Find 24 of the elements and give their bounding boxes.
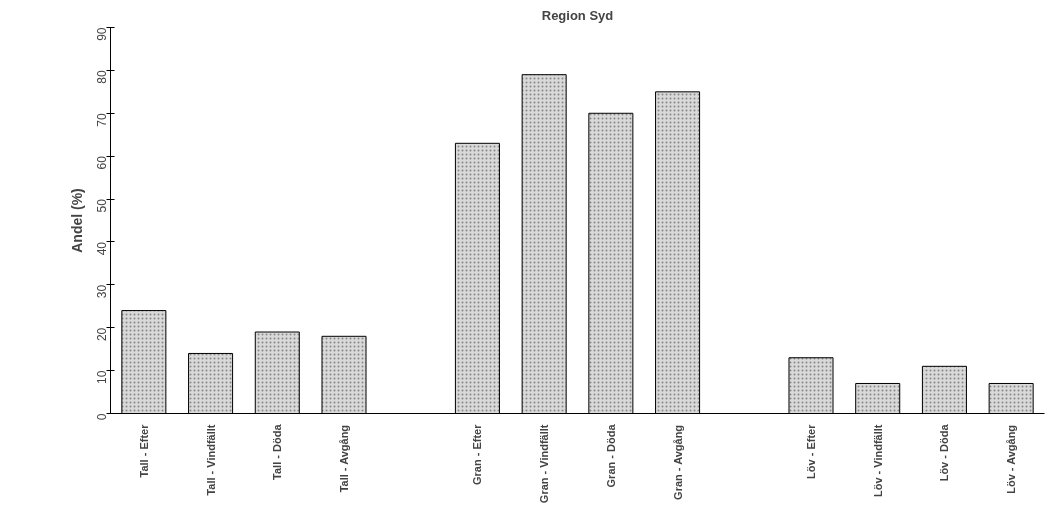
x-tick-label: Tall - Döda — [271, 423, 284, 480]
x-tick-label: Gran - Avgång — [671, 424, 684, 500]
y-tick-label: 40 — [95, 241, 109, 256]
y-tick-label: 0 — [95, 413, 109, 421]
x-tick-label: Löv - Döda — [938, 423, 951, 482]
y-tick-label: 90 — [95, 27, 109, 41]
x-tick-label: Tall - Vindfällt — [204, 424, 217, 496]
x-tick-label: Löv - Vindfällt — [871, 424, 884, 498]
chart-title: Region Syd — [541, 7, 614, 23]
x-tick-label: Gran - Efter — [471, 423, 484, 486]
y-tick-label: 70 — [95, 112, 109, 127]
y-tick-label: 50 — [95, 198, 109, 213]
y-tick-label: 20 — [95, 327, 109, 342]
x-tick-label: Tall - Efter — [137, 423, 150, 478]
y-axis-title: Andel (%) — [68, 188, 85, 253]
x-tick-label: Gran - Vindfällt — [538, 424, 551, 504]
y-tick-label: 10 — [95, 370, 109, 384]
y-tick-label: 60 — [95, 155, 109, 170]
x-tick-label: Löv - Avgång — [1005, 424, 1018, 494]
y-tick-label: 30 — [95, 284, 109, 299]
x-tick-label: Tall - Avgång — [338, 424, 350, 493]
y-tick-label: 80 — [95, 70, 109, 84]
x-tick-label: Gran - Döda — [604, 423, 617, 488]
x-tick-label: Löv - Efter — [805, 423, 817, 479]
